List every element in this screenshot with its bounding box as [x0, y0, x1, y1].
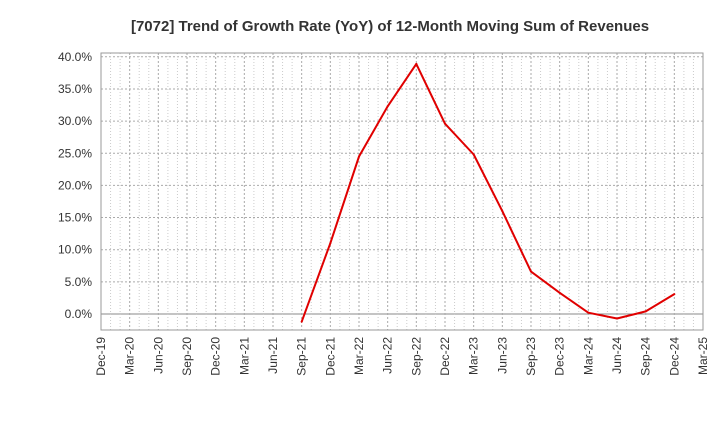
- x-tick-label: Dec-20: [209, 337, 223, 376]
- y-tick-label: 0.0%: [65, 307, 93, 321]
- data-point: [472, 153, 475, 156]
- x-tick-label: Mar-25: [696, 337, 710, 375]
- x-tick-label: Dec-22: [438, 337, 452, 376]
- data-point: [358, 155, 360, 158]
- data-point: [329, 242, 332, 245]
- data-point: [501, 210, 504, 213]
- chart-title: [7072] Trend of Growth Rate (YoY) of 12-…: [131, 18, 649, 35]
- x-tick-label: Mar-23: [467, 337, 481, 375]
- x-tick-label: Jun-20: [151, 337, 165, 374]
- y-tick-label: 35.0%: [58, 82, 92, 96]
- plot-area-frame: [100, 52, 704, 331]
- y-tick-label: 10.0%: [58, 243, 92, 257]
- x-tick-label: Mar-20: [123, 337, 137, 375]
- data-point: [386, 105, 389, 108]
- series-layer: [300, 62, 676, 323]
- y-tick-label: 25.0%: [58, 146, 92, 160]
- data-point: [616, 317, 618, 320]
- x-axis: Dec-19 Mar-20 Jun-20 Sep-20 Dec-20 Mar-21 Jun-…: [94, 337, 710, 376]
- x-tick-label: Dec-21: [323, 337, 337, 376]
- data-point: [587, 311, 590, 314]
- x-tick-label: Jun-21: [266, 337, 280, 374]
- x-tick-label: Jun-24: [610, 337, 624, 374]
- data-point: [300, 320, 303, 323]
- x-tick-label: Dec-24: [667, 337, 681, 376]
- y-tick-label: 40.0%: [58, 50, 92, 64]
- x-tick-label: Sep-21: [295, 337, 309, 376]
- data-point: [415, 62, 418, 65]
- x-tick-label: Dec-19: [94, 337, 108, 376]
- data-point: [444, 122, 446, 125]
- x-tick-label: Mar-22: [352, 337, 366, 375]
- y-tick-label: 20.0%: [58, 178, 92, 192]
- data-point: [530, 270, 532, 273]
- y-tick-label: 5.0%: [65, 275, 93, 289]
- x-tick-label: Dec-23: [553, 337, 567, 376]
- grid: [100, 53, 704, 330]
- series-line: [300, 62, 675, 323]
- x-tick-label: Sep-20: [180, 337, 194, 376]
- y-tick-label: 15.0%: [58, 211, 92, 225]
- x-tick-label: Sep-23: [524, 337, 538, 376]
- y-tick-label: 30.0%: [58, 114, 92, 128]
- data-point: [558, 291, 561, 294]
- x-tick-label: Mar-21: [237, 337, 251, 375]
- data-point: [644, 310, 647, 313]
- x-tick-label: Jun-23: [495, 337, 509, 374]
- x-tick-label: Mar-24: [581, 337, 595, 375]
- data-point: [673, 293, 676, 296]
- y-axis: 40.0% 35.0% 30.0% 25.0% 20.0% 15.0% 10.0% 5.0% 0…: [58, 50, 92, 321]
- x-tick-label: Sep-22: [409, 337, 423, 376]
- x-tick-label: Jun-22: [381, 337, 395, 374]
- x-tick-label: Sep-24: [639, 337, 653, 376]
